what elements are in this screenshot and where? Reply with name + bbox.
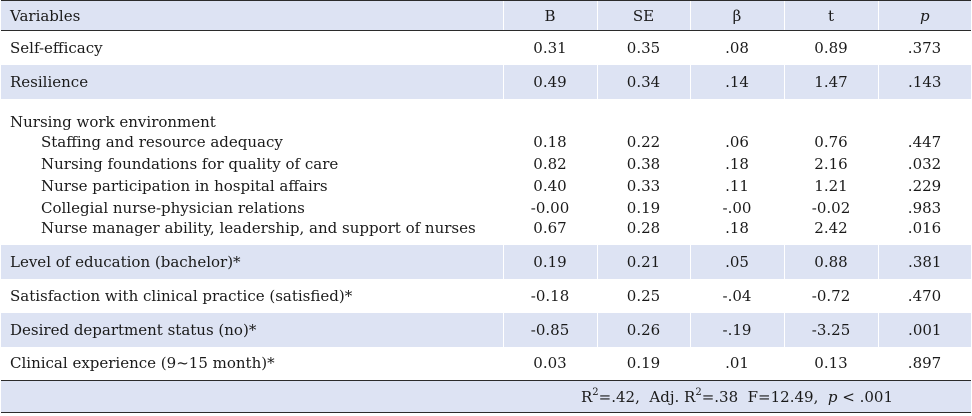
cell-beta: -.19 <box>689 312 784 347</box>
header-row: Variables B SE β t p <box>1 0 971 31</box>
header-beta: β <box>689 0 784 31</box>
cell-se: 0.19 <box>626 198 661 217</box>
header-se: SE <box>596 0 690 31</box>
cell-label: Nurse manager ability, leadership, and s… <box>41 218 476 237</box>
cell-p: .897 <box>907 354 942 373</box>
cell-t: 2.16 <box>814 154 848 173</box>
row-nursing-work-environment-title: Nursing work environment <box>1 99 971 131</box>
cell-b: -0.18 <box>530 286 570 305</box>
cell-se: 0.38 <box>626 154 661 173</box>
cell-b: 0.03 <box>533 354 567 373</box>
cell-se: 0.33 <box>626 176 661 195</box>
cell-label: Level of education (bachelor)* <box>10 252 241 271</box>
cell-label: Staffing and resource adequacy <box>41 132 283 151</box>
cell-t: -3.25 <box>783 312 878 347</box>
cell-se: 0.25 <box>626 286 661 305</box>
cell-t: 1.21 <box>814 176 848 195</box>
cell-p: .016 <box>907 218 942 237</box>
cell-label: Resilience <box>10 72 89 91</box>
cell-p: .470 <box>907 286 942 305</box>
cell-t: 0.88 <box>783 244 878 279</box>
cell-se: 0.22 <box>626 132 661 151</box>
cell-p: .373 <box>907 38 942 57</box>
cell-se: 0.26 <box>596 312 690 347</box>
cell-b: 0.31 <box>533 38 567 57</box>
table-body: Self-efficacy 0.31 0.35 .08 0.89 .373 Re… <box>1 31 971 413</box>
cell-se: 0.19 <box>626 354 661 373</box>
cell-beta: -.04 <box>722 286 752 305</box>
cell-label: Desired department status (no)* <box>10 320 257 339</box>
row-department: Desired department status (no)* -0.85 0.… <box>1 312 971 347</box>
cell-label: Clinical experience (9~15 month)* <box>10 354 275 373</box>
cell-label: Collegial nurse-physician relations <box>41 198 305 217</box>
cell-b: 0.49 <box>502 64 597 99</box>
cell-beta: .18 <box>725 154 749 173</box>
cell-se: 0.21 <box>596 244 690 279</box>
cell-p: .983 <box>907 198 942 217</box>
cell-label: Nurse participation in hospital affairs <box>41 176 328 195</box>
cell-b: 0.82 <box>533 154 567 173</box>
cell-beta: -.00 <box>722 198 752 217</box>
cell-b: 0.40 <box>533 176 567 195</box>
header-p: p <box>877 0 971 31</box>
cell-beta: .06 <box>725 132 749 151</box>
model-summary: R2=.42, Adj. R2=.38 F=12.49, p < .001 <box>503 380 971 413</box>
cell-t: -0.02 <box>811 198 851 217</box>
row-education: Level of education (bachelor)* 0.19 0.21… <box>1 244 971 279</box>
cell-t: -0.72 <box>811 286 851 305</box>
cell-b: 0.18 <box>533 132 567 151</box>
row-nurse-participation: Nurse participation in hospital affairs … <box>1 175 971 197</box>
row-collegial-relations: Collegial nurse-physician relations -0.0… <box>1 197 971 219</box>
table-header: Variables B SE β t p <box>1 0 971 31</box>
cell-t: 1.47 <box>783 64 878 99</box>
cell-se: 0.35 <box>626 38 661 57</box>
cell-label: Nursing foundations for quality of care <box>41 154 339 173</box>
row-resilience: Resilience 0.49 0.34 .14 1.47 .143 <box>1 64 971 99</box>
cell-beta: .14 <box>689 64 784 99</box>
cell-beta: .05 <box>689 244 784 279</box>
header-b: B <box>502 0 597 31</box>
cell-b: -0.00 <box>530 198 570 217</box>
cell-label: Self-efficacy <box>10 38 103 57</box>
cell-t: 2.42 <box>814 218 848 237</box>
cell-beta: .01 <box>725 354 749 373</box>
header-t: t <box>783 0 878 31</box>
cell-p: .001 <box>877 312 971 347</box>
cell-b: 0.19 <box>502 244 597 279</box>
row-self-efficacy: Self-efficacy 0.31 0.35 .08 0.89 .373 <box>1 31 971 65</box>
row-nursing-foundations: Nursing foundations for quality of care … <box>1 153 971 175</box>
cell-p: .032 <box>907 154 942 173</box>
cell-b: 0.67 <box>533 218 567 237</box>
cell-t: 0.89 <box>814 38 848 57</box>
cell-p: .143 <box>877 64 971 99</box>
group-title: Nursing work environment <box>10 112 216 131</box>
cell-beta: .08 <box>725 38 749 57</box>
cell-p: .447 <box>907 132 942 151</box>
cell-beta: .11 <box>725 176 749 195</box>
cell-se: 0.28 <box>626 218 661 237</box>
cell-beta: .18 <box>725 218 749 237</box>
cell-label: Satisfaction with clinical practice (sat… <box>10 286 353 305</box>
row-satisfaction: Satisfaction with clinical practice (sat… <box>1 279 971 313</box>
row-nurse-manager: Nurse manager ability, leadership, and s… <box>1 219 971 245</box>
row-experience: Clinical experience (9~15 month)* 0.03 0… <box>1 347 971 381</box>
cell-se: 0.34 <box>596 64 690 99</box>
cell-t: 0.76 <box>814 132 848 151</box>
header-variables: Variables <box>1 0 503 31</box>
cell-p: .381 <box>877 244 971 279</box>
cell-p: .229 <box>907 176 942 195</box>
cell-t: 0.13 <box>814 354 848 373</box>
row-staffing: Staffing and resource adequacy 0.18 0.22… <box>1 131 971 153</box>
cell-b: -0.85 <box>502 312 597 347</box>
model-summary-row: R2=.42, Adj. R2=.38 F=12.49, p < .001 <box>1 380 971 413</box>
